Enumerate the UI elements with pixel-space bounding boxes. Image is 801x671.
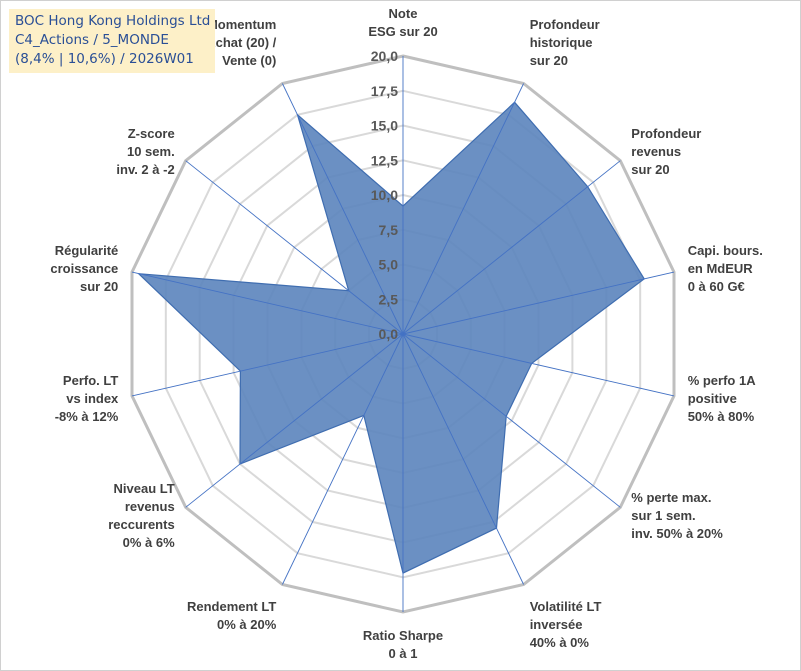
spoke-group — [131, 56, 675, 612]
axis-label-line: sur 20 — [631, 162, 669, 177]
axis-label-line: 0 à 1 — [389, 646, 418, 661]
axis-label-line: 50% à 80% — [688, 409, 755, 424]
axis-label-line: 0 à 60 G€ — [688, 279, 745, 294]
axis-label-line: revenus — [631, 144, 681, 159]
axis-label-line: inversée — [530, 617, 583, 632]
tick-label: 15,0 — [371, 118, 398, 134]
axis-spoke — [402, 83, 525, 335]
tick-label: 12,5 — [371, 152, 398, 168]
axis-label-line: Achat (20) / — [206, 35, 276, 50]
axis-label-line: sur 20 — [530, 53, 568, 68]
axis-label-line: en MdEUR — [688, 261, 754, 276]
axis-label: Rendement LT 0% à 20% — [187, 599, 277, 632]
axis-spoke — [402, 333, 525, 585]
axis-label: Momentum Achat (20) / Vente (0) — [206, 17, 276, 68]
axis-label-line: Momentum — [207, 17, 276, 32]
title-period: (8,4% | 10,6%) / 2026W01 — [15, 51, 194, 67]
axis-label-line: ESG sur 20 — [368, 24, 437, 39]
axis-label: Profondeur revenus sur 20 — [631, 126, 701, 177]
axis-spoke — [185, 333, 404, 508]
tick-label: 7,5 — [379, 222, 399, 238]
axis-label-line: % perte max. — [631, 490, 711, 505]
axis-label-line: Niveau LT — [114, 481, 175, 496]
axis-label-line: croissance — [50, 261, 118, 276]
axis-label: Note ESG sur 20 — [368, 6, 437, 39]
axis-label: % perte max. sur 1 sem. inv. 50% à 20% — [631, 490, 723, 541]
tick-label: 2,5 — [379, 291, 399, 307]
axis-label-line: % perfo 1A — [688, 373, 757, 388]
axis-spoke — [185, 160, 404, 335]
axis-label-line: reccurents — [108, 517, 174, 532]
axis-spoke — [131, 333, 404, 397]
axis-spoke — [402, 333, 621, 508]
axis-label-line: Perfo. LT — [63, 373, 118, 388]
axis-label-line: Rendement LT — [187, 599, 276, 614]
axis-label-line: inv. 2 à -2 — [116, 162, 174, 177]
axis-label: Capi. bours. en MdEUR 0 à 60 G€ — [688, 243, 763, 294]
axis-label: Profondeur historique sur 20 — [530, 17, 600, 68]
axis-label-line: Volatilité LT — [530, 599, 602, 614]
axis-label-line: Profondeur — [631, 126, 701, 141]
axis-spoke — [402, 160, 621, 335]
tick-label: 17,5 — [371, 83, 398, 99]
axis-label-line: Ratio Sharpe — [363, 628, 443, 643]
axis-label-line: vs index — [66, 391, 119, 406]
axis-label-line: revenus — [125, 499, 175, 514]
axis-label-line: -8% à 12% — [55, 409, 119, 424]
axis-label-line: Z-score — [128, 126, 175, 141]
axis-label: Régularité croissance sur 20 — [50, 243, 118, 294]
axis-label-line: sur 20 — [80, 279, 118, 294]
axis-spoke — [402, 271, 675, 335]
axis-label-line: Note — [389, 6, 418, 21]
axis-label-line: Régularité — [55, 243, 119, 258]
axis-label: Volatilité LT inversée 40% à 0% — [530, 599, 602, 650]
axis-spoke — [281, 83, 404, 335]
axis-label: Ratio Sharpe 0 à 1 — [363, 628, 443, 661]
axis-label: Perfo. LT vs index -8% à 12% — [55, 373, 119, 424]
chart-title-box: BOC Hong Kong Holdings Ltd C4_Actions / … — [9, 9, 215, 73]
axis-label-line: Profondeur — [530, 17, 600, 32]
title-category: C4_Actions / 5_MONDE — [15, 32, 169, 48]
axis-label-line: 0% à 20% — [217, 617, 277, 632]
axis-label-line: inv. 50% à 20% — [631, 526, 723, 541]
tick-label: 5,0 — [379, 257, 399, 273]
axis-label: Z-score 10 sem. inv. 2 à -2 — [116, 126, 174, 177]
axis-spoke — [402, 333, 675, 397]
tick-label: 10,0 — [371, 187, 398, 203]
axis-label-line: 40% à 0% — [530, 635, 590, 650]
axis-label-line: positive — [688, 391, 737, 406]
axis-spoke — [131, 271, 404, 335]
tick-label: 0,0 — [379, 326, 399, 342]
axis-label-line: Capi. bours. — [688, 243, 763, 258]
axis-label-line: 10 sem. — [127, 144, 175, 159]
tick-label: 20,0 — [371, 48, 398, 64]
axis-label: % perfo 1A positive 50% à 80% — [688, 373, 757, 424]
axis-label-line: Vente (0) — [222, 53, 276, 68]
axis-label: Niveau LT revenus reccurents 0% à 6% — [108, 481, 175, 550]
axis-label-line: historique — [530, 35, 593, 50]
axis-spoke — [281, 333, 404, 585]
title-company: BOC Hong Kong Holdings Ltd — [15, 13, 211, 29]
axis-label-line: sur 1 sem. — [631, 508, 695, 523]
axis-label-line: 0% à 6% — [123, 535, 175, 550]
